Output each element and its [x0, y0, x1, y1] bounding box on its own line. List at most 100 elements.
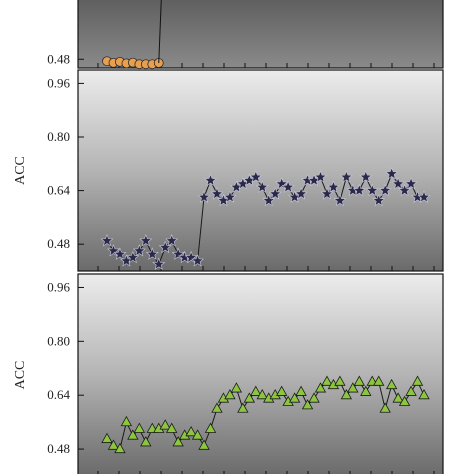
data-point: [224, 388, 236, 400]
y-axis-title: ACC: [13, 361, 28, 390]
data-point: [197, 190, 211, 203]
data-point: [126, 250, 140, 264]
data-point: [294, 187, 308, 200]
y-tick-label: 0.48: [47, 441, 70, 456]
plot-background: [78, 274, 443, 474]
data-point: [171, 247, 185, 260]
data-point: [281, 180, 295, 193]
data-point: [295, 385, 307, 396]
y-tick-label: 0.48: [47, 51, 70, 66]
data-point: [360, 385, 372, 396]
data-point: [398, 395, 411, 406]
data-point: [392, 392, 404, 403]
data-point: [333, 193, 347, 207]
data-point: [404, 177, 418, 190]
data-point: [313, 170, 327, 183]
plot-frame: [77, 0, 444, 69]
data-point: [120, 415, 133, 427]
data-point: [184, 250, 198, 264]
y-tick-label: 0.96: [47, 279, 70, 294]
y-tick-label: 0.64: [47, 183, 70, 198]
data-point: [347, 382, 359, 393]
data-point: [243, 392, 256, 403]
data-point: [372, 193, 386, 207]
data-point: [314, 382, 327, 393]
data-point: [321, 375, 333, 386]
data-point: [101, 432, 113, 443]
data-point: [100, 234, 114, 247]
data-point: [191, 429, 204, 440]
data-point: [145, 247, 159, 260]
y-tick-label: 0.64: [47, 387, 70, 402]
plot-background: [78, 70, 443, 271]
data-point: [133, 422, 146, 433]
data-point: [301, 399, 314, 410]
data-point: [114, 442, 126, 454]
data-point: [411, 375, 424, 386]
data-point: [365, 183, 379, 197]
data-point: [237, 402, 249, 413]
data-point: [385, 167, 399, 180]
y-tick-label: 0.80: [47, 129, 70, 144]
data-point: [398, 183, 412, 197]
data-point: [417, 190, 431, 203]
data-point: [418, 388, 430, 400]
data-point: [308, 392, 320, 403]
plot-frame: [77, 273, 444, 474]
data-point: [139, 234, 153, 247]
data-point: [106, 244, 120, 257]
data-point: [158, 240, 172, 254]
data-point: [255, 180, 269, 193]
y-tick-label: 0.48: [47, 236, 70, 251]
data-point: [210, 187, 224, 200]
data-point: [140, 436, 152, 447]
data-point: [275, 177, 289, 190]
data-point: [340, 388, 353, 400]
data-point: [185, 426, 197, 437]
series-line: [158, 0, 162, 63]
data-point: [339, 170, 353, 183]
data-point: [107, 439, 120, 450]
data-point: [249, 170, 263, 183]
data-point: [127, 429, 139, 440]
plot-background: [78, 0, 443, 68]
data-point: [391, 177, 405, 190]
data-point: [204, 173, 218, 187]
panel-bottom: 0.96 0.80 0.64 0.48 ACC: [13, 273, 444, 474]
data-point: [268, 187, 282, 200]
data-point: [262, 193, 276, 207]
data-point: [230, 382, 243, 393]
y-axis-title: ACC: [13, 156, 28, 185]
data-point: [320, 187, 334, 200]
data-point: [326, 180, 340, 193]
data-point: [405, 385, 417, 396]
data-point: [250, 385, 262, 396]
data-point: [378, 183, 392, 197]
data-point: [275, 385, 288, 396]
data-point: [198, 439, 210, 450]
data-point: [379, 402, 391, 413]
y-tick-label: 0.80: [47, 333, 70, 348]
data-point: [165, 234, 179, 247]
data-point: [166, 422, 178, 433]
data-point: [352, 183, 366, 197]
data-point: [385, 378, 398, 390]
data-point: [373, 375, 385, 386]
panel-middle: 0.96 0.80 0.64 0.48 ACC: [13, 69, 444, 272]
data-point: [256, 388, 268, 400]
data-point: [113, 247, 127, 260]
data-point: [172, 436, 184, 447]
plot-frame: [77, 69, 444, 272]
data-point: [211, 402, 223, 413]
data-point: [334, 375, 346, 386]
data-point: [152, 257, 166, 270]
data-point: [132, 244, 146, 257]
data-point: [223, 190, 237, 203]
data-point: [159, 419, 171, 430]
data-point: [359, 170, 373, 183]
y-tick-label: 0.96: [47, 75, 70, 90]
panel-top: 0.48: [47, 0, 444, 70]
data-point: [288, 392, 301, 403]
data-point: [204, 422, 217, 433]
